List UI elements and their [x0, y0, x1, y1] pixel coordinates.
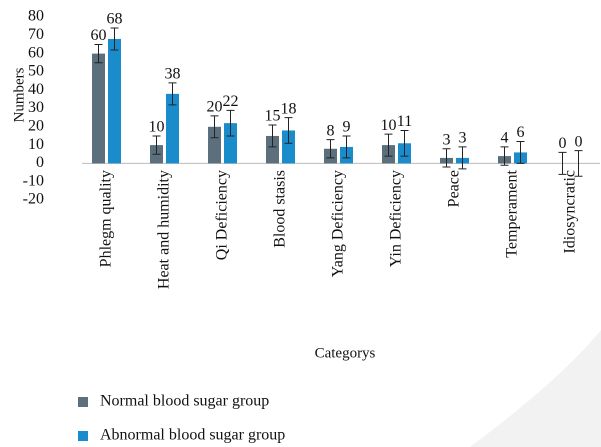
x-axis-label: Categorys — [315, 345, 376, 361]
error-bar — [458, 146, 467, 170]
data-label: 20 — [207, 98, 223, 115]
y-tick-label: 50 — [28, 63, 44, 80]
error-bar — [574, 150, 583, 177]
data-label: 22 — [223, 93, 239, 110]
data-label: 10 — [149, 119, 165, 136]
error-bar — [400, 129, 409, 157]
error-bar — [384, 133, 393, 157]
x-tick-label: Blood stasis — [272, 170, 289, 248]
legend-marker — [78, 431, 88, 441]
data-label: 3 — [459, 130, 467, 147]
data-label: 60 — [91, 27, 107, 44]
y-tick-label: 60 — [28, 44, 44, 61]
data-label: 8 — [327, 122, 335, 139]
legend-label: Abnormal blood sugar group — [100, 427, 285, 444]
bar — [266, 135, 279, 164]
x-tick-label: Heat and humidity — [156, 170, 173, 289]
data-label: 38 — [165, 66, 181, 83]
legend-marker — [78, 397, 88, 407]
x-tick-label: Yin Deficiency — [388, 170, 405, 267]
x-tick-label: Yang Deficiency — [330, 170, 347, 277]
x-tick-label: Qi Deficiency — [214, 170, 231, 260]
bar — [92, 53, 105, 164]
error-bar — [516, 140, 525, 164]
y-tick-label: 10 — [28, 136, 44, 153]
data-label: 3 — [443, 131, 451, 148]
data-label: 9 — [343, 119, 351, 136]
bar — [108, 38, 121, 164]
error-bar — [326, 139, 335, 159]
error-bar — [110, 27, 119, 51]
data-label: 4 — [501, 130, 509, 147]
background-shape — [470, 330, 601, 447]
error-bar — [500, 146, 509, 166]
data-label: 15 — [265, 108, 281, 125]
bar — [166, 93, 179, 164]
data-label: 11 — [397, 113, 412, 130]
error-bar — [152, 135, 161, 155]
y-tick-label: 20 — [28, 117, 44, 134]
y-axis-label: Numbers — [11, 67, 27, 122]
error-bar — [442, 148, 451, 168]
error-bar — [342, 135, 351, 159]
data-label: 18 — [281, 100, 297, 117]
data-label: 0 — [559, 135, 567, 152]
x-tick-label: Phlegm quality — [98, 170, 115, 267]
y-tick-label: -20 — [23, 191, 44, 208]
error-bar — [284, 117, 293, 144]
y-tick-label: 0 — [36, 154, 44, 171]
x-tick-label: Temperament — [504, 169, 521, 257]
x-tick-label: Peace — [446, 170, 463, 207]
y-tick-label: 40 — [28, 81, 44, 98]
data-label: 6 — [517, 124, 525, 141]
error-bar — [210, 115, 219, 139]
error-bar — [94, 43, 103, 64]
bar — [208, 126, 221, 164]
x-tick-label: Idiosyncratic — [562, 170, 579, 254]
error-bar — [168, 82, 177, 106]
y-tick-label: 30 — [28, 99, 44, 116]
data-label: 10 — [381, 117, 397, 134]
bar — [282, 130, 295, 164]
y-tick-label: -10 — [23, 172, 44, 189]
error-bar — [226, 109, 235, 137]
data-label: 68 — [107, 11, 123, 28]
data-label: 0 — [575, 133, 583, 150]
legend-label: Normal blood sugar group — [100, 393, 269, 410]
bar — [224, 123, 237, 164]
y-tick-label: 80 — [28, 8, 44, 25]
error-bar — [268, 124, 277, 148]
y-tick-label: 70 — [28, 26, 44, 43]
error-bar — [558, 151, 567, 175]
